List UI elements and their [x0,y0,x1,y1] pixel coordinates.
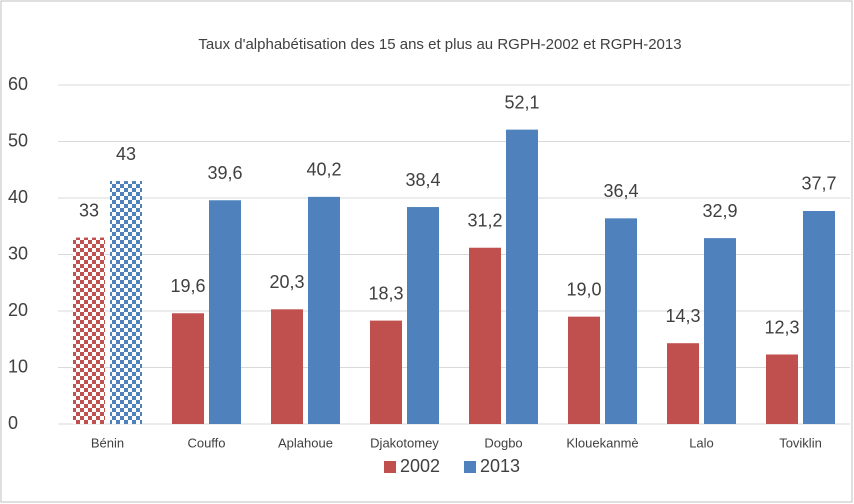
y-tick-label: 40 [8,187,28,207]
bar [568,316,600,424]
bar [73,237,105,424]
bar [209,200,241,424]
bar [407,207,439,424]
y-tick-label: 30 [8,243,28,263]
x-tick-label: Lalo [689,435,714,450]
data-label: 36,4 [603,181,638,201]
data-label: 20,3 [269,272,304,292]
data-label: 37,7 [801,174,836,194]
bar [271,309,303,424]
data-label: 38,4 [405,170,440,190]
data-label: 31,2 [467,210,502,230]
y-tick-label: 60 [8,74,28,94]
x-tick-label: Dogbo [484,435,522,450]
data-label: 12,3 [764,317,799,337]
bar [110,181,142,424]
bar [803,210,835,424]
x-tick-label: Aplahoue [278,435,333,450]
bar [308,196,340,424]
legend-swatch [384,461,396,473]
data-label: 40,2 [306,160,341,180]
y-tick-label: 0 [8,413,18,433]
x-tick-label: Couffo [187,435,225,450]
x-tick-label: Djakotomey [370,435,439,450]
legend-swatch [464,461,476,473]
legend-label: 2013 [480,456,520,476]
data-label: 19,0 [566,279,601,299]
bar [506,129,538,424]
data-label: 19,6 [170,276,205,296]
chart-title: Taux d'alphabétisation des 15 ans et plu… [198,36,681,53]
data-label: 33 [79,200,99,220]
bar [370,320,402,424]
y-tick-label: 10 [8,356,28,376]
y-tick-label: 50 [8,130,28,150]
bar [469,247,501,424]
data-label: 18,3 [368,283,403,303]
data-label: 32,9 [702,201,737,221]
x-tick-label: Klouekanmè [566,435,638,450]
x-tick-label: Toviklin [779,435,822,450]
bar [667,343,699,424]
x-tick-label: Bénin [91,435,124,450]
legend-label: 2002 [400,456,440,476]
data-label: 52,1 [504,92,539,112]
data-label: 39,6 [207,163,242,183]
data-label: 14,3 [665,306,700,326]
data-label: 43 [116,144,136,164]
y-tick-label: 20 [8,300,28,320]
bar [766,354,798,424]
bar [704,238,736,424]
bar [172,313,204,424]
bar [605,218,637,424]
